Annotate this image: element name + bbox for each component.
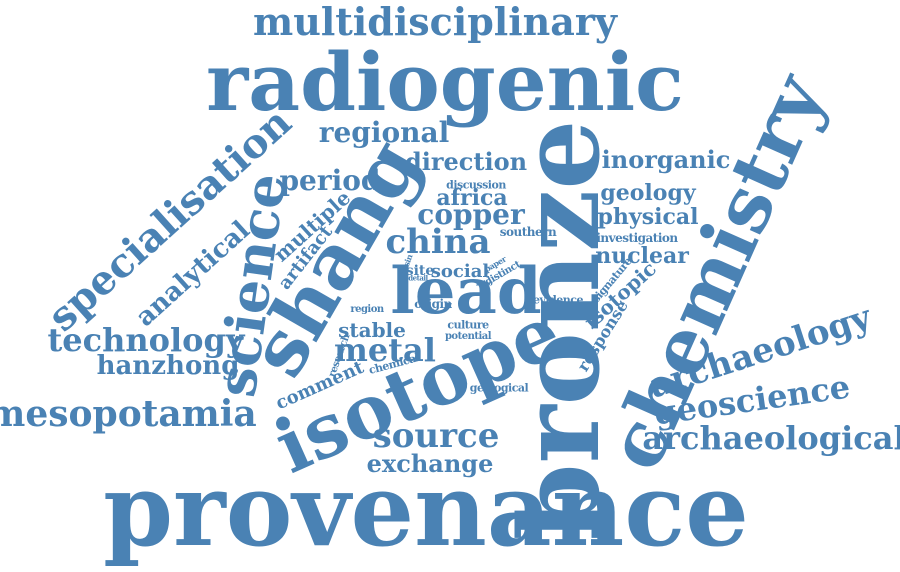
word-investigation: investigation [596,231,678,245]
word-culture: culture [447,318,489,332]
word-geology: geology [600,180,696,206]
word-china: china [385,222,491,262]
word-regional: regional [318,116,450,149]
word-discussion: discussion [446,178,506,192]
word-source: source [372,416,500,456]
word-hanzhong: hanzhong [96,351,240,381]
word-geological: geological [469,381,529,395]
word-metal: metal [334,331,436,369]
word-southern: southern [499,225,557,239]
word-site: site [405,263,435,279]
word-physical: physical [597,204,699,230]
word-radiogenic: radiogenic [206,35,684,129]
word-detail: detail [408,273,428,283]
word-exchange: exchange [366,449,494,478]
word-period: period [279,164,381,197]
word-stable: stable [338,318,406,342]
word-mesopotamia: mesopotamia [0,393,257,435]
word-inorganic: inorganic [601,145,731,174]
word-nuclear: nuclear [595,243,689,269]
word-potential: potential [444,331,492,342]
word-africa: africa [436,185,508,211]
word-archaeological: archaeological [642,419,900,457]
word-origin: origin [414,297,452,311]
word-social: social [430,261,490,282]
word-direction: direction [404,147,528,176]
word-region: region [350,304,384,315]
word-evidence: evidence [533,293,583,307]
word-technology: technology [47,321,245,359]
word-copper: copper [417,198,525,231]
word-provenance: provenance [103,451,749,569]
word-lead: lead [390,254,542,329]
word-ratio: ratio [475,278,493,288]
word-multidisciplinary: multidisciplinary [252,0,618,44]
